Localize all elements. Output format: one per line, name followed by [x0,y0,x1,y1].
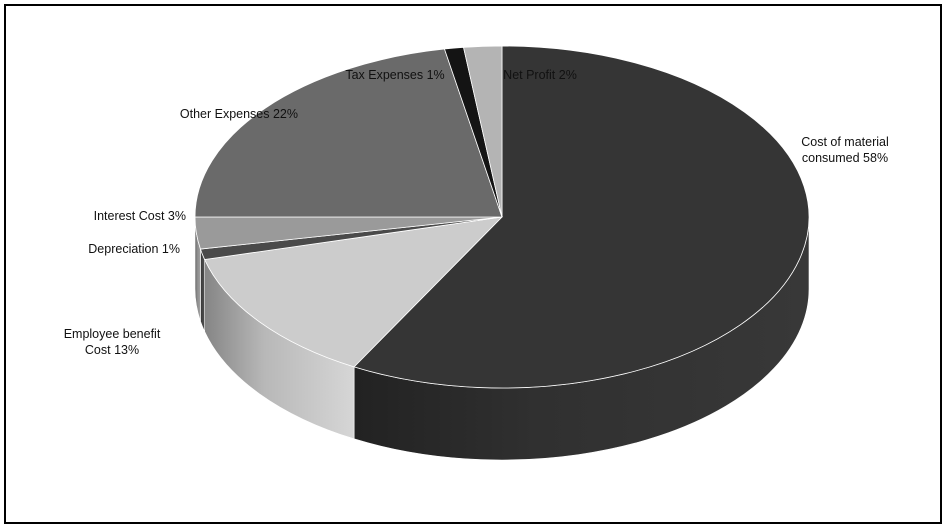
slice-label: Tax Expenses 1% [345,68,444,82]
slice-label-line: Net Profit 2% [503,68,577,82]
pie-slice [194,48,503,218]
slice-label: Employee benefit Cost 13% [64,327,161,357]
slice-label-line: Other Expenses 22% [180,107,298,121]
pie-slice [463,45,503,218]
pie-labels: Cost of material consumed 58% Employee ben… [64,68,889,357]
slice-label: Depreciation 1% [88,242,180,256]
slice-label-line: Depreciation 1% [88,242,180,256]
slice-label: Net Profit 2% [503,68,577,82]
slice-label-line: Interest Cost 3% [94,209,186,223]
slice-label: Cost of material consumed 58% [801,135,889,165]
slice-label: Other Expenses 22% [180,107,298,121]
pie-slice [204,216,504,368]
pie-chart: Cost of material consumed 58% Employee ben… [64,45,889,461]
slice-label-line: Cost of material [801,135,889,149]
slice-label-line: Employee benefit [64,327,161,341]
slice-label-line: Cost 13% [85,343,139,357]
slice-label-line: consumed 58% [802,151,888,165]
pie-slice-side [200,248,205,332]
slice-label: Interest Cost 3% [94,209,186,223]
pie-top-faces [194,45,810,389]
slice-label-line: Tax Expenses 1% [345,68,444,82]
pie-slice [353,45,810,389]
